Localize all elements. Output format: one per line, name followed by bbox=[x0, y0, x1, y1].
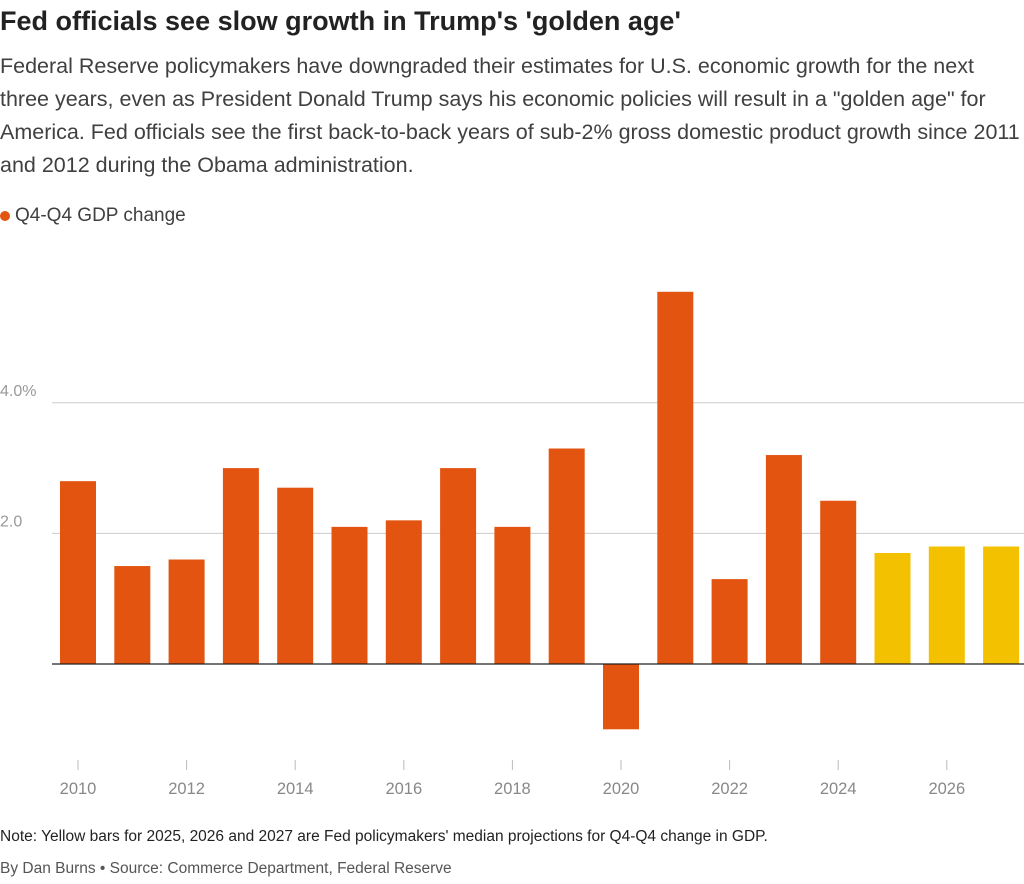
bar-2022 bbox=[711, 579, 748, 664]
x-tick-label: 2022 bbox=[711, 780, 748, 798]
x-tick-label: 2026 bbox=[928, 780, 965, 798]
chart-credit: By Dan Burns • Source: Commerce Departme… bbox=[0, 860, 452, 877]
bar-2016 bbox=[385, 520, 422, 664]
bar-2014 bbox=[277, 487, 314, 664]
legend-label: Q4-Q4 GDP change bbox=[15, 205, 186, 226]
bar-2015 bbox=[331, 526, 368, 664]
x-tick-label: 2014 bbox=[277, 780, 314, 798]
bar-2011 bbox=[114, 566, 151, 664]
bar-2024 bbox=[820, 500, 857, 664]
bar-2010 bbox=[60, 481, 96, 664]
bar-2025 bbox=[874, 552, 911, 664]
chart-title: Fed officials see slow growth in Trump's… bbox=[0, 6, 681, 36]
y-tick-label: 2.0 bbox=[0, 513, 22, 530]
legend-marker-icon bbox=[0, 211, 10, 221]
bar-2021 bbox=[657, 291, 694, 664]
x-tick-label: 2010 bbox=[60, 780, 97, 798]
x-tick-label: 2016 bbox=[385, 780, 422, 798]
bar-2027 bbox=[983, 546, 1020, 664]
chart-subtitle: Federal Reserve policymakers have downgr… bbox=[0, 54, 1020, 177]
y-tick-label: 4.0% bbox=[0, 383, 36, 400]
bar-2019 bbox=[548, 448, 585, 664]
x-tick-label: 2024 bbox=[820, 780, 857, 798]
legend: Q4-Q4 GDP change bbox=[0, 203, 186, 229]
chart-note: Note: Yellow bars for 2025, 2026 and 202… bbox=[0, 828, 768, 845]
bar-2012 bbox=[168, 559, 205, 664]
bar-2020 bbox=[603, 664, 639, 730]
bar-2013 bbox=[222, 468, 259, 664]
bar-2017 bbox=[440, 468, 477, 664]
x-tick-label: 2012 bbox=[168, 780, 205, 798]
x-tick-label: 2020 bbox=[603, 780, 640, 798]
x-tick-label: 2018 bbox=[494, 780, 531, 798]
bar-chart: 2.0 4.0% 2010 2012 2014 2016 2018 2020 2022 2024 2… bbox=[0, 291, 1024, 798]
bar-2026 bbox=[928, 546, 965, 664]
bar-2018 bbox=[494, 526, 531, 664]
bar-2023 bbox=[765, 455, 802, 664]
